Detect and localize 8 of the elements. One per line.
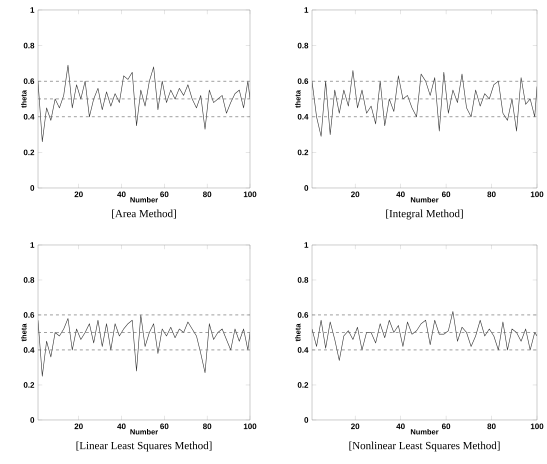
text: [Integral Method]: [386, 210, 463, 220]
line-series: [312, 70, 537, 137]
line-series: [38, 314, 250, 377]
line-series: [312, 311, 537, 361]
text: [Linear Least Squares Method]: [76, 442, 212, 452]
line-series: [38, 64, 250, 142]
text: [Area Method]: [112, 210, 176, 219]
text: [Nonlinear Least Squares Method]: [349, 442, 500, 452]
